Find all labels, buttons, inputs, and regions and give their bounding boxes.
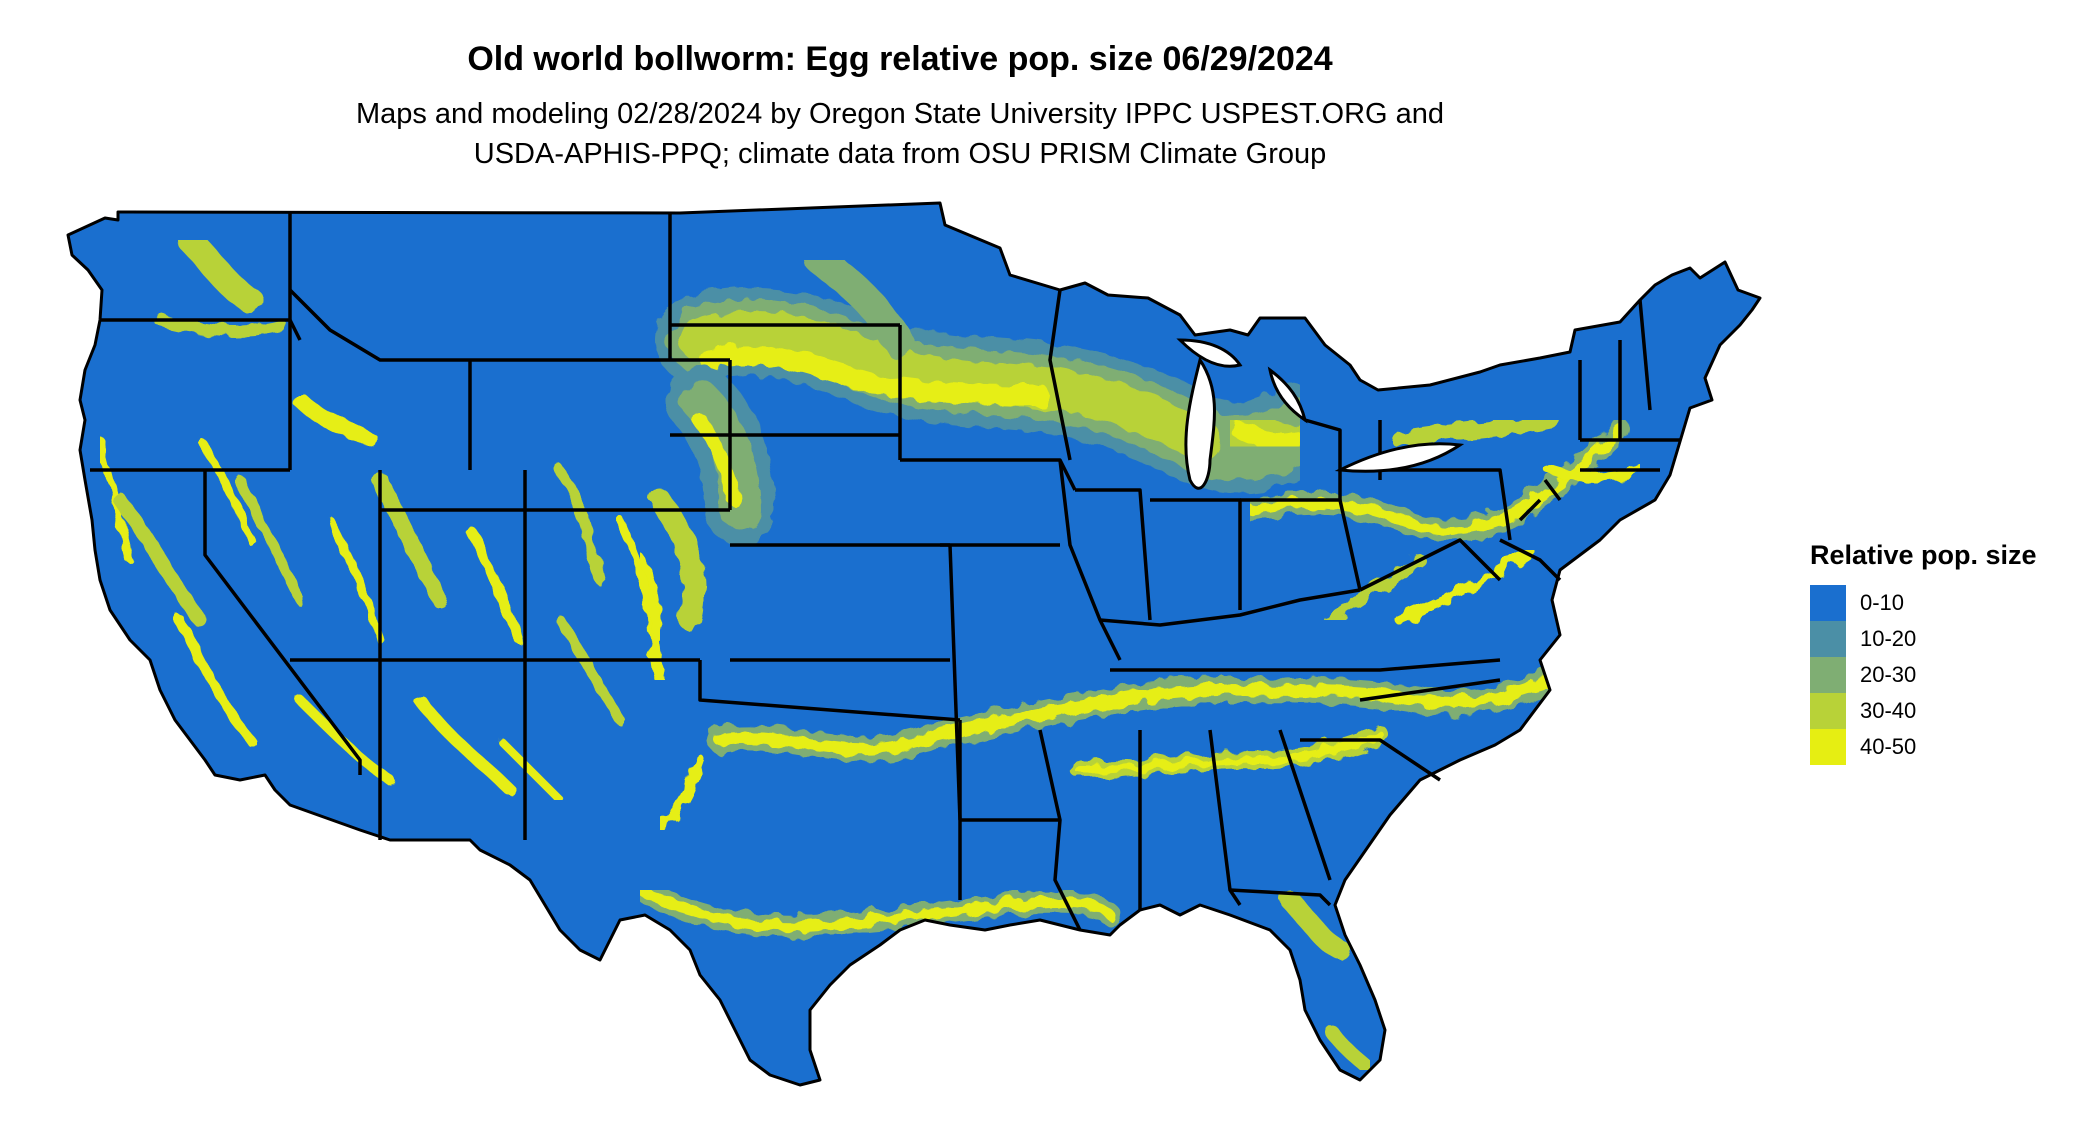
map-subtitle: Maps and modeling 02/28/2024 by Oregon S… [0, 94, 1800, 174]
great-lakes [1176, 338, 1465, 490]
population-bands [96, 227, 1645, 1077]
legend-item-0-10: 0-10 [1810, 585, 2090, 621]
legend-swatch [1810, 729, 1846, 765]
northern-plains-band [634, 245, 1345, 686]
legend-item-20-30: 20-30 [1810, 657, 2090, 693]
legend-label: 40-50 [1860, 734, 1917, 759]
southern-band [655, 545, 1573, 835]
state-borders [66, 201, 1762, 1087]
legend-item-10-20: 10-20 [1810, 621, 2090, 657]
legend-swatch [1810, 657, 1846, 693]
legend-swatch [1810, 621, 1846, 657]
legend-title: Relative pop. size [1810, 540, 2037, 570]
legend-label: 0-10 [1860, 590, 1905, 615]
subtitle-line-1: Maps and modeling 02/28/2024 by Oregon S… [355, 98, 1445, 130]
subtitle-line-2: USDA-APHIS-PPQ; climate data from OSU PR… [473, 138, 1327, 170]
legend-label: 10-20 [1860, 626, 1917, 651]
northeast-band [1239, 412, 1645, 626]
legend-swatch [1810, 585, 1846, 621]
legend-item-40-50: 40-50 [1810, 729, 2090, 765]
legend-label: 30-40 [1860, 698, 1917, 723]
legend-item-30-40: 30-40 [1810, 693, 2090, 729]
map-legend: Relative pop. size 0-10 10-20 20-30 30-4… [1810, 540, 2090, 765]
legend-label: 20-30 [1860, 662, 1917, 687]
legend-swatch [1810, 693, 1846, 729]
gulf-coast-band [629, 879, 1377, 1077]
map-title: Old world bollworm: Egg relative pop. si… [467, 40, 1333, 78]
michigan-band [1207, 397, 1323, 469]
western-band [96, 227, 664, 804]
